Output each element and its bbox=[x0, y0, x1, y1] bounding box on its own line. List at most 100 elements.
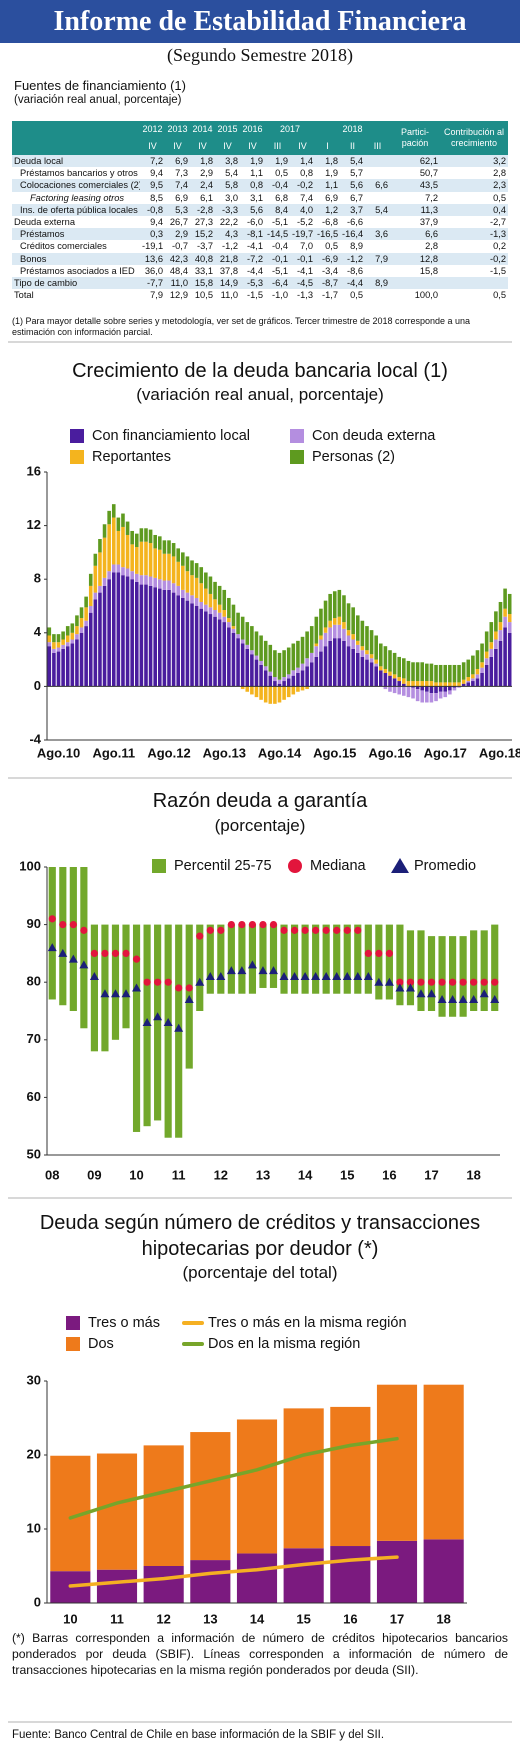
row-label: Deuda local bbox=[12, 155, 140, 168]
bar-segment bbox=[52, 634, 56, 643]
bar-segment bbox=[388, 650, 392, 672]
table-cell: 5,6 bbox=[340, 179, 365, 192]
row-label: Ins. de oferta pública locales bbox=[12, 203, 140, 217]
range-bar bbox=[459, 936, 467, 1017]
bar-segment bbox=[282, 681, 286, 687]
contribution-header: Contribución al crecimiento bbox=[440, 121, 508, 155]
bar-segment bbox=[397, 677, 401, 682]
median-marker bbox=[427, 978, 436, 986]
bar-segment bbox=[116, 564, 121, 573]
bar-segment bbox=[250, 654, 254, 687]
bar-segment bbox=[425, 681, 429, 687]
source: Fuente: Banco Central de Chile en base i… bbox=[12, 1729, 385, 1741]
bar-segment bbox=[217, 612, 222, 620]
range-bar bbox=[59, 867, 67, 1006]
table-cell: 8,4 bbox=[265, 203, 290, 217]
average-marker bbox=[363, 971, 373, 980]
bar-segment bbox=[107, 571, 111, 580]
range-bar bbox=[480, 930, 488, 1011]
bar-segment bbox=[111, 564, 116, 573]
bar-segment bbox=[503, 588, 507, 609]
bar-segment bbox=[423, 1539, 464, 1603]
bar-segment bbox=[466, 681, 471, 683]
bar-segment bbox=[388, 671, 392, 676]
bar-segment bbox=[365, 626, 369, 651]
average-marker bbox=[174, 1023, 184, 1032]
average-marker bbox=[142, 1018, 152, 1027]
bar-segment bbox=[227, 627, 231, 687]
bar-segment bbox=[332, 624, 337, 639]
table-cell bbox=[365, 289, 390, 302]
bar-segment bbox=[268, 675, 273, 687]
average-marker bbox=[490, 994, 500, 1003]
bar-segment bbox=[319, 639, 323, 652]
x-tick-label: 18 bbox=[466, 1167, 480, 1182]
bar-segment bbox=[480, 673, 484, 687]
average-marker bbox=[205, 971, 215, 980]
bar-segment bbox=[452, 682, 457, 687]
table-cell: 11,3 bbox=[390, 203, 440, 217]
table-cell: 1,2 bbox=[315, 203, 340, 217]
bar-segment bbox=[397, 686, 401, 695]
bar-segment bbox=[56, 634, 61, 643]
table-cell: 0,5 bbox=[315, 240, 340, 253]
range-bar bbox=[396, 924, 404, 1006]
table-cell: 3,7 bbox=[340, 203, 365, 217]
bar-segment bbox=[213, 610, 217, 617]
bar-segment bbox=[429, 681, 434, 687]
bar-segment bbox=[93, 553, 98, 566]
table-cell: 12,9 bbox=[165, 289, 190, 302]
plot bbox=[47, 867, 500, 1138]
bar-segment bbox=[158, 536, 162, 550]
bar-segment bbox=[190, 595, 194, 604]
table-cell: 15,8 bbox=[190, 277, 215, 290]
bar-segment bbox=[360, 646, 365, 651]
row-label: Préstamos bancarios y otros bbox=[12, 167, 140, 180]
table-cell: -6,0 bbox=[240, 216, 265, 229]
bar-segment bbox=[351, 634, 355, 640]
table-cell bbox=[365, 264, 390, 278]
bar-segment bbox=[181, 565, 185, 590]
bar-segment bbox=[383, 646, 388, 669]
x-tick-label: 17 bbox=[424, 1167, 438, 1182]
bar-segment bbox=[190, 575, 194, 596]
bar-segment bbox=[158, 579, 162, 589]
median-marker bbox=[301, 926, 309, 934]
bar-segment bbox=[383, 686, 388, 690]
average-marker bbox=[100, 989, 110, 998]
year-header: 2012 bbox=[140, 121, 165, 138]
bar-segment bbox=[102, 585, 107, 687]
median-marker bbox=[354, 926, 362, 934]
bar-segment bbox=[121, 567, 125, 576]
bar-segment bbox=[240, 643, 245, 687]
legend-label: Personas (2) bbox=[312, 449, 395, 465]
bar-segment bbox=[153, 534, 157, 549]
y-tick-label: 90 bbox=[27, 916, 41, 931]
average-marker bbox=[121, 989, 131, 998]
average-marker bbox=[458, 994, 468, 1003]
bar-segment bbox=[222, 616, 227, 623]
median-marker bbox=[69, 921, 77, 929]
bar-segment bbox=[484, 631, 489, 652]
bar-segment bbox=[194, 606, 199, 687]
bar-segment bbox=[130, 530, 134, 545]
x-tick-label: 13 bbox=[203, 1611, 217, 1626]
bar-segment bbox=[70, 623, 75, 633]
bar-segment bbox=[121, 575, 125, 687]
bar-segment bbox=[360, 620, 365, 647]
bar-segment bbox=[125, 576, 130, 687]
bar-segment bbox=[277, 652, 282, 680]
table-cell: 13,6 bbox=[140, 252, 165, 265]
bar-segment bbox=[84, 620, 88, 627]
bar-segment bbox=[194, 563, 199, 578]
bar-segment bbox=[423, 1384, 464, 1540]
legend-label: Con deuda externa bbox=[312, 428, 436, 444]
average-marker bbox=[216, 971, 226, 980]
year-header: 2017 bbox=[265, 121, 315, 138]
bar-segment bbox=[222, 622, 227, 687]
range-bar bbox=[196, 924, 204, 1011]
average-marker bbox=[279, 971, 289, 980]
y-tick-label: 0 bbox=[34, 678, 41, 693]
median-marker bbox=[343, 926, 351, 934]
